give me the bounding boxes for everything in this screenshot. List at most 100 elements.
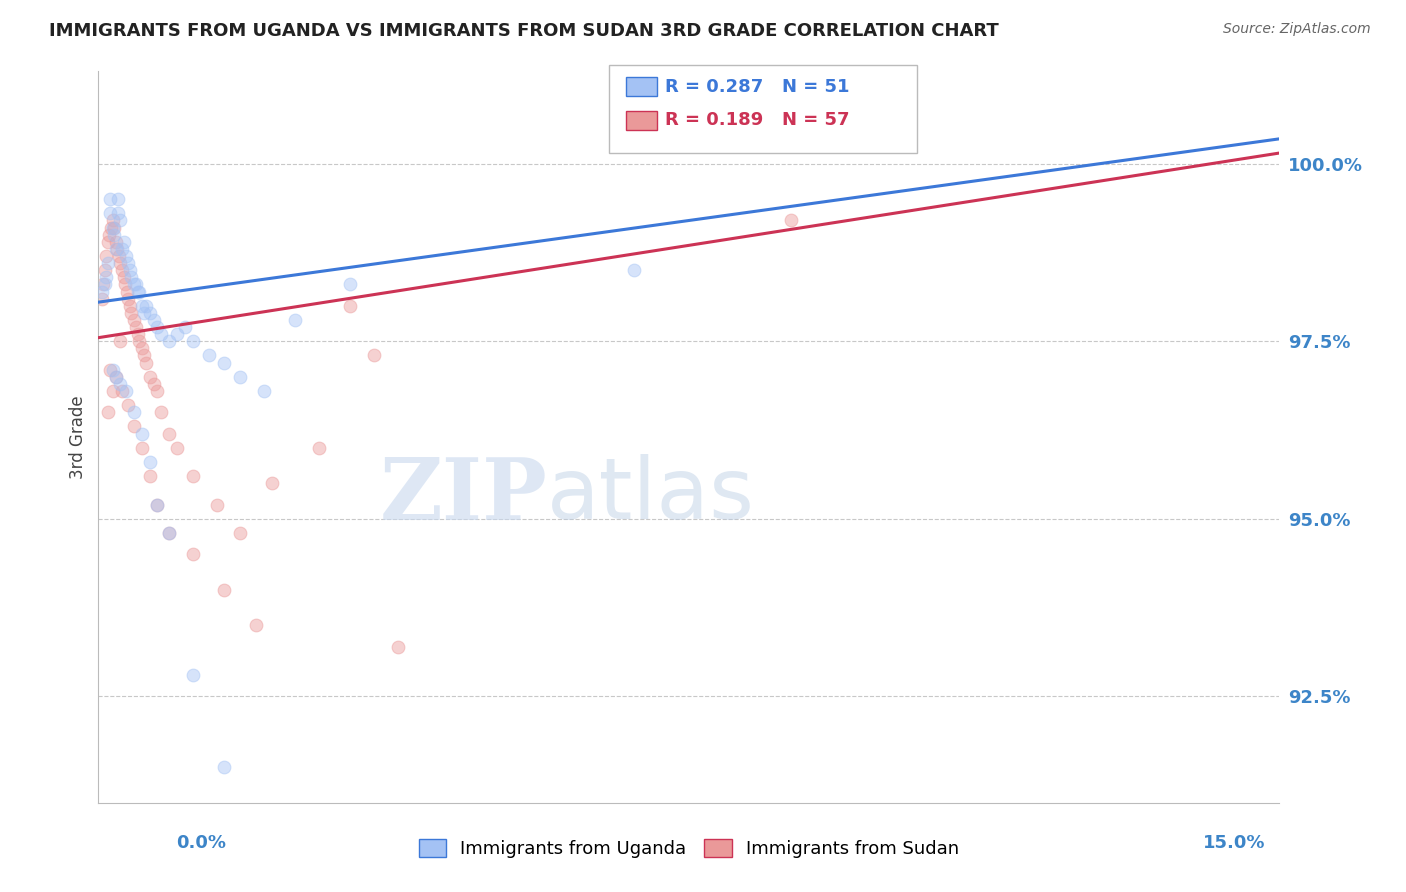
Point (127, 327, 149, 342)
Point (101, 362, 124, 376)
Point (93, 263, 115, 277)
Point (214, 760, 236, 774)
Point (104, 369, 127, 384)
Point (105, 242, 128, 256)
Point (157, 426, 180, 441)
Point (181, 547, 204, 561)
Point (107, 206, 129, 220)
Point (98, 206, 121, 220)
Point (131, 299, 153, 313)
Point (114, 277, 136, 292)
Point (98, 227, 121, 242)
Point (146, 498, 169, 512)
Text: ZIP: ZIP (380, 454, 547, 538)
Point (104, 235, 127, 249)
Point (103, 227, 125, 242)
Point (104, 369, 127, 384)
Point (339, 277, 361, 292)
Point (128, 285, 150, 299)
Point (91, 285, 114, 299)
Point (229, 369, 252, 384)
Point (110, 334, 132, 349)
Y-axis label: 3rd Grade: 3rd Grade (69, 395, 87, 479)
Point (308, 441, 330, 455)
Point (138, 369, 160, 384)
Text: R = 0.189   N = 57: R = 0.189 N = 57 (665, 112, 849, 129)
Point (181, 668, 204, 682)
Point (122, 277, 145, 292)
Point (96, 270, 118, 285)
Point (132, 306, 155, 320)
Text: 0.0%: 0.0% (176, 834, 226, 852)
Point (150, 327, 173, 342)
Point (131, 426, 153, 441)
Point (157, 334, 180, 349)
Point (131, 441, 153, 455)
Point (146, 384, 169, 398)
Point (205, 498, 228, 512)
Point (117, 256, 139, 270)
Point (128, 334, 150, 349)
Point (142, 313, 165, 327)
Text: IMMIGRANTS FROM UGANDA VS IMMIGRANTS FROM SUDAN 3RD GRADE CORRELATION CHART: IMMIGRANTS FROM UGANDA VS IMMIGRANTS FRO… (49, 22, 998, 40)
Point (197, 348, 219, 362)
Point (138, 469, 160, 483)
Point (111, 263, 134, 277)
Point (122, 405, 145, 419)
Text: Source: ZipAtlas.com: Source: ZipAtlas.com (1223, 22, 1371, 37)
Point (115, 384, 138, 398)
Point (117, 398, 139, 412)
Point (118, 263, 141, 277)
Point (132, 348, 155, 362)
Legend: Immigrants from Uganda, Immigrants from Sudan: Immigrants from Uganda, Immigrants from … (409, 830, 969, 867)
Text: R = 0.287   N = 51: R = 0.287 N = 51 (665, 78, 849, 95)
Point (101, 384, 124, 398)
Point (181, 334, 204, 349)
Point (101, 213, 124, 227)
Point (157, 525, 180, 540)
Point (339, 299, 361, 313)
Point (138, 455, 160, 469)
Point (181, 469, 204, 483)
Point (117, 292, 139, 306)
Point (150, 405, 173, 419)
Point (115, 249, 138, 263)
Point (111, 384, 134, 398)
Point (110, 376, 132, 391)
Point (104, 242, 127, 256)
Point (122, 313, 145, 327)
Point (135, 299, 157, 313)
Point (229, 525, 252, 540)
Point (363, 348, 385, 362)
Point (166, 441, 188, 455)
Point (387, 640, 409, 654)
Point (97, 235, 120, 249)
Point (214, 582, 236, 597)
Point (122, 419, 145, 434)
Point (108, 249, 131, 263)
Point (138, 306, 160, 320)
Point (93, 277, 115, 292)
Point (253, 384, 276, 398)
Point (214, 355, 236, 369)
Point (131, 341, 153, 355)
Text: atlas: atlas (547, 454, 755, 537)
Point (121, 270, 143, 285)
Point (780, 213, 803, 227)
Point (121, 306, 143, 320)
Point (98, 362, 121, 376)
Point (101, 220, 124, 235)
Point (111, 242, 134, 256)
Point (127, 285, 149, 299)
Point (107, 192, 129, 206)
Point (125, 277, 148, 292)
Point (146, 498, 169, 512)
Point (110, 213, 132, 227)
Point (623, 263, 645, 277)
Point (97, 405, 120, 419)
Point (260, 476, 283, 491)
Point (174, 320, 197, 334)
Point (118, 299, 141, 313)
Point (146, 320, 169, 334)
Point (100, 220, 122, 235)
